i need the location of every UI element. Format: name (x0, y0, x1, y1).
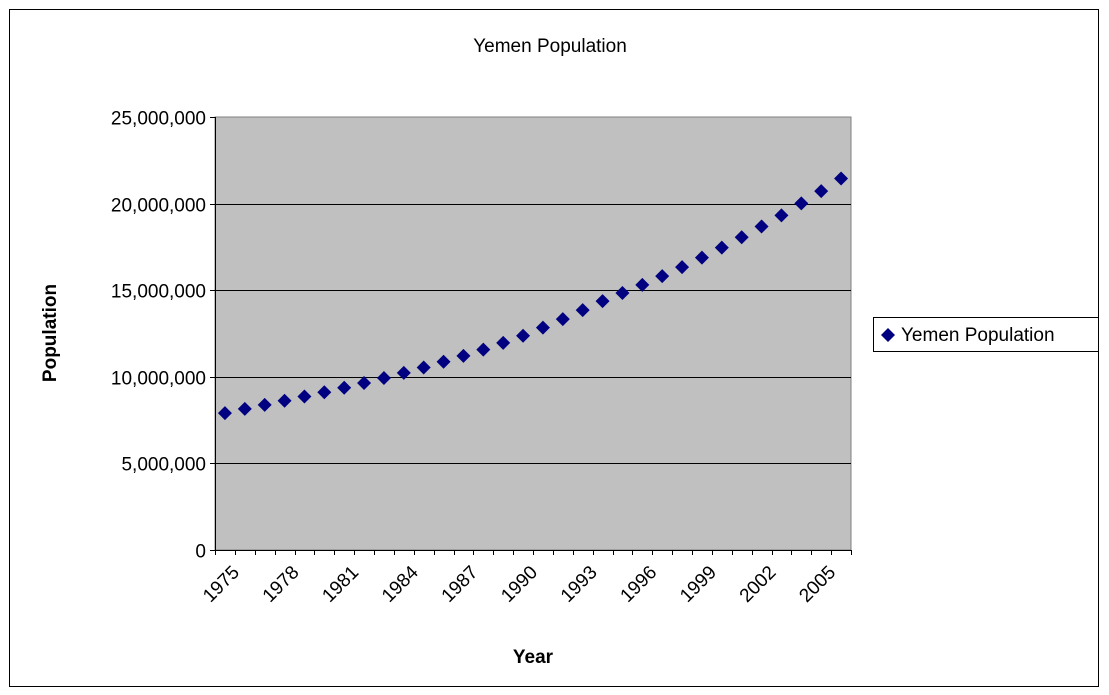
data-point (535, 320, 550, 335)
data-point (257, 397, 272, 412)
data-point (615, 285, 630, 300)
data-point (317, 385, 332, 400)
data-point (774, 208, 789, 223)
y-tick-label: 5,000,000 (121, 455, 206, 476)
chart-title: Yemen Population (473, 36, 627, 57)
y-tick-label: 0 (195, 542, 206, 563)
data-point (237, 401, 252, 416)
data-point (376, 371, 391, 386)
legend: Yemen Population (873, 317, 1099, 352)
data-point (297, 389, 312, 404)
data-point (357, 376, 372, 391)
data-point (794, 196, 809, 211)
data-point (834, 171, 849, 186)
data-point (516, 328, 531, 343)
data-point (277, 393, 292, 408)
data-point (396, 365, 411, 380)
data-point (555, 312, 570, 327)
y-tick-label: 15,000,000 (111, 282, 206, 303)
data-point (675, 260, 690, 275)
data-point (476, 342, 491, 357)
legend-box (873, 317, 1099, 352)
data-point (655, 269, 670, 284)
axes: 0 5,000,000 10,000,000 15,000,000 20,000,000… (111, 109, 852, 607)
data-point (436, 354, 451, 369)
data-point (814, 184, 829, 199)
data-points (217, 171, 849, 421)
data-point (416, 360, 431, 375)
data-point (754, 219, 769, 234)
data-point (217, 406, 232, 421)
data-point (694, 250, 709, 265)
data-point (595, 294, 610, 309)
y-tick-label: 20,000,000 (111, 196, 206, 217)
data-point (575, 303, 590, 318)
y-tick-label: 25,000,000 (111, 109, 206, 130)
y-tick-label: 10,000,000 (111, 369, 206, 390)
data-point (734, 230, 749, 245)
legend-marker (881, 328, 895, 342)
legend-label: Yemen Population (901, 325, 1055, 346)
data-point (496, 335, 511, 350)
data-point (456, 348, 471, 363)
x-axis-label: Year (513, 647, 554, 668)
plot-area (214, 116, 852, 551)
gridlines (215, 204, 851, 464)
data-point (635, 277, 650, 292)
data-point (714, 240, 729, 255)
y-axis-label: Population (40, 284, 61, 382)
data-point (337, 380, 352, 395)
